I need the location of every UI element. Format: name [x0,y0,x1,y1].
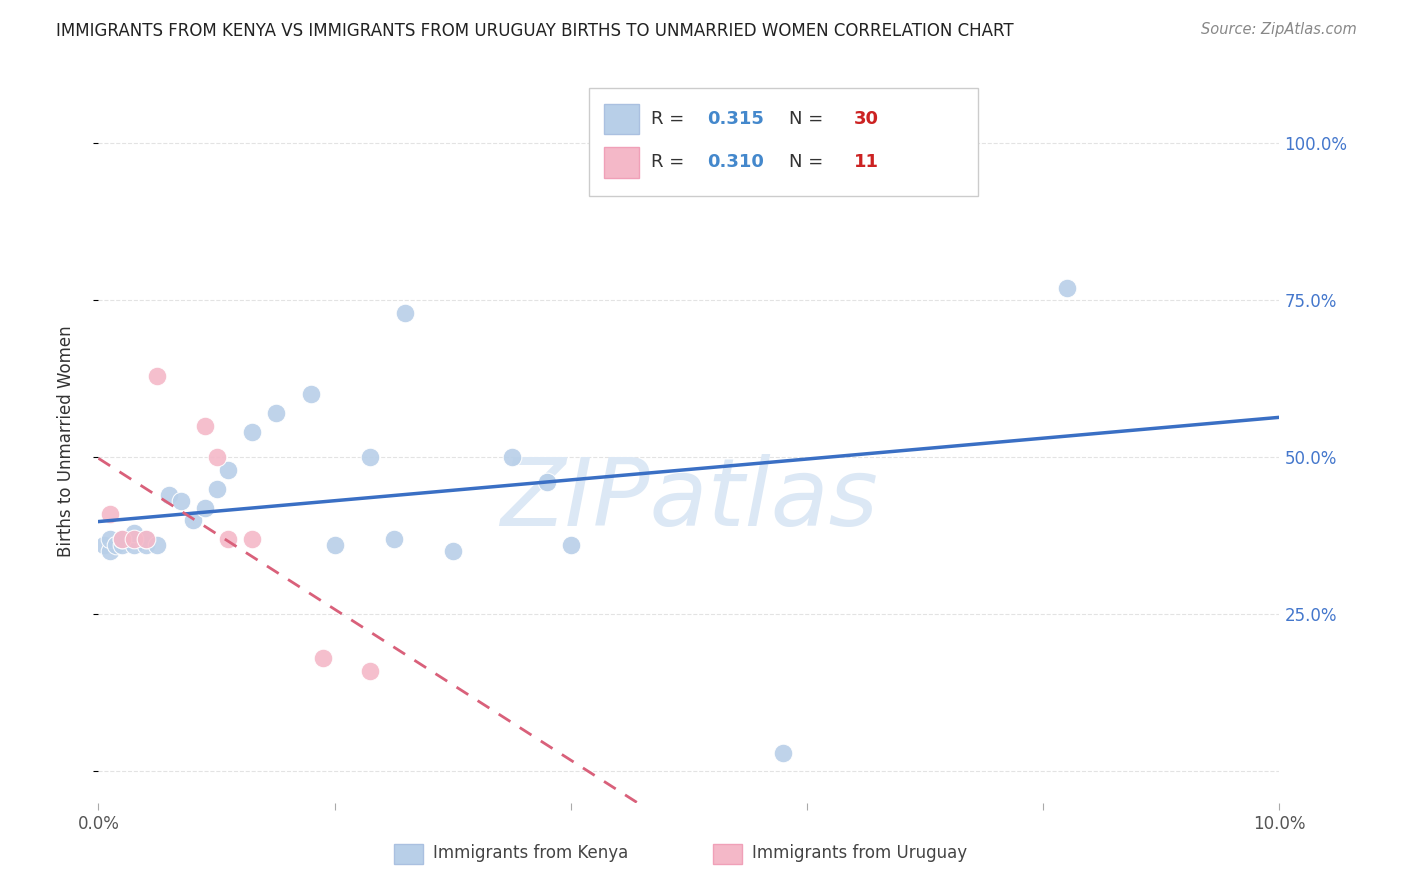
Text: IMMIGRANTS FROM KENYA VS IMMIGRANTS FROM URUGUAY BIRTHS TO UNMARRIED WOMEN CORRE: IMMIGRANTS FROM KENYA VS IMMIGRANTS FROM… [56,22,1014,40]
Point [194,500,217,515]
Point [359,450,381,465]
Point [98,507,121,521]
Point [111,532,134,546]
Text: N =: N = [789,153,830,171]
Point [170,494,193,508]
Point [501,450,523,465]
Point [264,406,287,420]
Point [93,538,115,552]
Point [98,544,121,558]
FancyBboxPatch shape [605,104,640,135]
Point [122,525,145,540]
Point [359,664,381,678]
Point [312,651,335,665]
Text: R =: R = [651,153,690,171]
Point [135,532,157,546]
Point [135,532,157,546]
FancyBboxPatch shape [713,844,742,864]
FancyBboxPatch shape [589,87,979,196]
Text: 0.315: 0.315 [707,110,763,128]
Text: Source: ZipAtlas.com: Source: ZipAtlas.com [1201,22,1357,37]
Text: 11: 11 [855,153,879,171]
Text: 30: 30 [855,110,879,128]
FancyBboxPatch shape [394,844,423,864]
Point [146,538,169,552]
Point [205,450,228,465]
Point [240,425,263,439]
Point [122,538,145,552]
Point [1056,280,1078,294]
Point [323,538,346,552]
Point [157,488,180,502]
Point [240,532,263,546]
Point [536,475,558,490]
Text: ZIPatlas: ZIPatlas [501,454,877,545]
Point [382,532,405,546]
Point [146,368,169,383]
Text: R =: R = [651,110,690,128]
Point [98,532,121,546]
Point [135,538,157,552]
Point [105,538,128,552]
Text: N =: N = [789,110,830,128]
Point [299,387,322,401]
Point [194,418,217,433]
Point [394,306,416,320]
Text: 0.310: 0.310 [707,153,763,171]
Point [111,532,134,546]
Point [111,538,134,552]
FancyBboxPatch shape [605,147,640,178]
Text: Immigrants from Kenya: Immigrants from Kenya [433,845,628,863]
Point [205,482,228,496]
Text: Immigrants from Uruguay: Immigrants from Uruguay [752,845,967,863]
Point [560,538,582,552]
Y-axis label: Births to Unmarried Women: Births to Unmarried Women [56,326,75,558]
Point [441,544,464,558]
Point [217,463,239,477]
Point [772,746,794,760]
Point [181,513,204,527]
Point [122,532,145,546]
Point [217,532,239,546]
